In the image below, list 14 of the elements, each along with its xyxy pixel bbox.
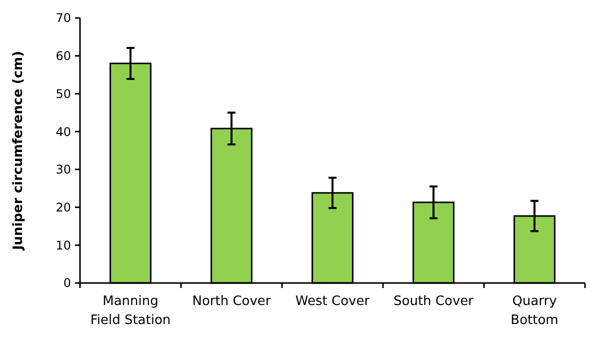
x-tick-label: North Cover xyxy=(192,294,272,309)
y-tick-label: 50 xyxy=(56,86,71,101)
y-tick-label: 70 xyxy=(56,11,71,26)
y-tick-label: 30 xyxy=(56,162,71,177)
x-tick-label: South Cover xyxy=(394,294,474,309)
y-tick-label: 60 xyxy=(56,49,71,64)
y-tick-label: 40 xyxy=(56,124,71,139)
y-tick-label: 0 xyxy=(63,276,71,290)
y-tick-label: 20 xyxy=(56,200,71,214)
x-tick-label: Quarry Bottom xyxy=(510,294,558,328)
y-tick-label: 10 xyxy=(56,238,71,252)
x-tick-label: West Cover xyxy=(295,294,370,309)
y-axis-title: Juniper circumference (cm) xyxy=(11,50,26,252)
x-tick-label: Manning Field Station xyxy=(90,294,171,328)
